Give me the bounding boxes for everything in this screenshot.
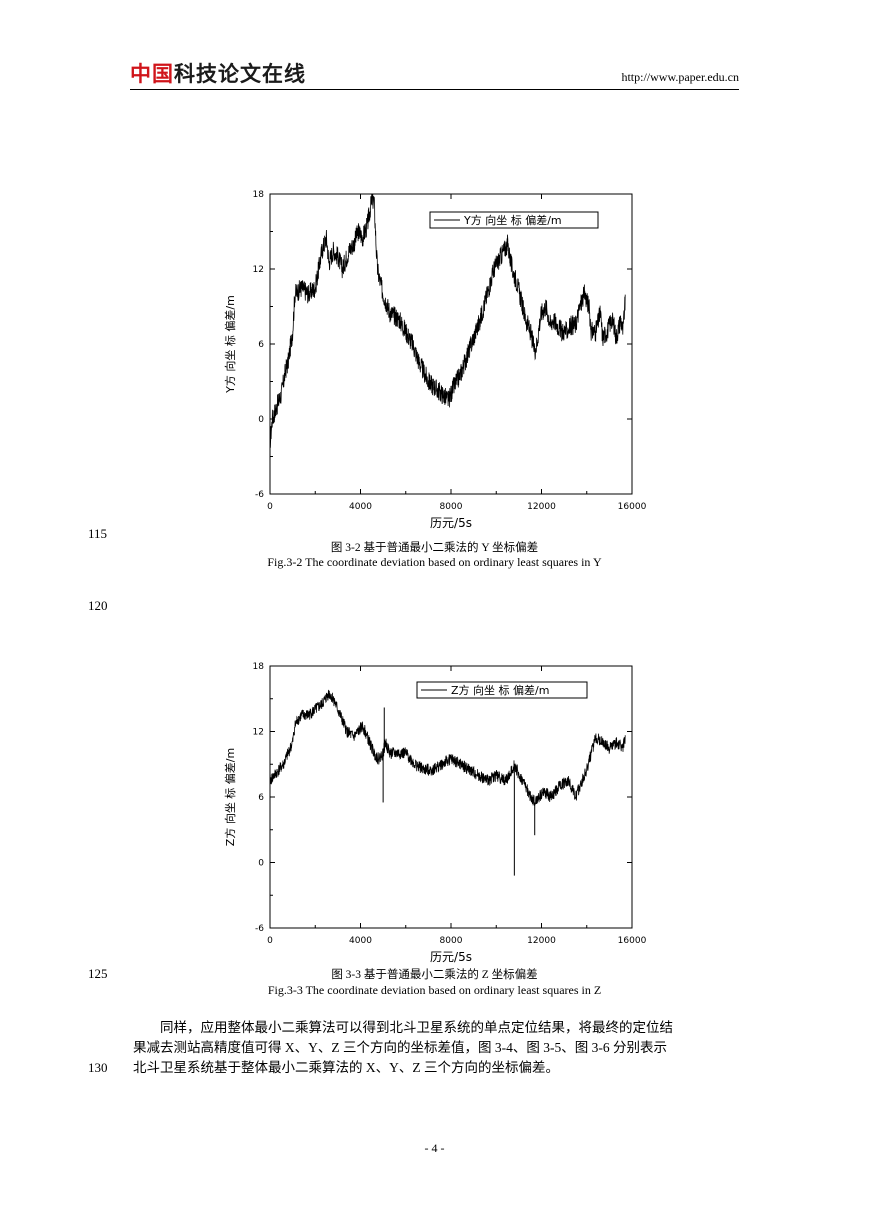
- figure-caption-cn: 图 3-3 基于普通最小二乘法的 Z 坐标偏差: [331, 969, 538, 981]
- logo-red-text: 中国: [130, 62, 174, 86]
- x-tick-label: 4000: [349, 936, 372, 946]
- y-axis-label: Y方 向坐 标 偏差/m: [223, 295, 237, 394]
- y-tick-label: 6: [258, 340, 264, 350]
- y-tick-label: 12: [253, 265, 264, 275]
- legend-label: Z方 向坐 标 偏差/m: [451, 683, 549, 697]
- series-line: [269, 193, 626, 448]
- x-axis-label: 历元/5s: [430, 516, 472, 530]
- x-tick-label: 16000: [618, 502, 647, 512]
- x-tick-label: 4000: [349, 502, 372, 512]
- logo-dark-text: 科技论文在线: [174, 62, 306, 86]
- y-tick-label: -6: [255, 924, 264, 934]
- y-tick-label: 0: [258, 415, 264, 425]
- paragraph-line: 同样，应用整体最小二乘算法可以得到北斗卫星系统的单点定位结果，将最终的定位结: [160, 1020, 673, 1035]
- site-logo: 中国科技论文在线: [130, 62, 306, 86]
- figure-caption-en: Fig.3-2 The coordinate deviation based o…: [267, 555, 602, 569]
- x-tick-label: 0: [267, 502, 273, 512]
- line-number: 130: [88, 1060, 108, 1075]
- line-number: 115: [88, 526, 108, 541]
- x-axis-label: 历元/5s: [430, 950, 472, 964]
- y-tick-label: 0: [258, 859, 264, 869]
- y-tick-label: -6: [255, 490, 264, 500]
- x-tick-label: 16000: [618, 936, 647, 946]
- x-tick-label: 8000: [440, 936, 463, 946]
- y-axis-label: Z方 向坐 标 偏差/m: [223, 748, 237, 846]
- y-tick-label: 18: [253, 662, 265, 672]
- x-tick-label: 12000: [527, 502, 556, 512]
- line-number: 125: [88, 966, 108, 981]
- body-paragraph: 同样，应用整体最小二乘算法可以得到北斗卫星系统的单点定位结果，将最终的定位结 果…: [133, 1018, 739, 1078]
- x-tick-label: 12000: [527, 936, 556, 946]
- x-tick-label: 8000: [440, 502, 463, 512]
- y-tick-label: 18: [253, 190, 265, 200]
- paragraph-line: 北斗卫星系统基于整体最小二乘算法的 X、Y、Z 三个方向的坐标偏差。: [133, 1060, 559, 1075]
- plot-frame: [269, 665, 633, 929]
- legend-label: Y方 向坐 标 偏差/m: [463, 213, 562, 227]
- series-line: [269, 689, 626, 806]
- paragraph-line: 果减去测站高精度值可得 X、Y、Z 三个方向的坐标差值，图 3-4、图 3-5、…: [133, 1040, 667, 1055]
- y-tick-label: 12: [253, 728, 264, 738]
- legend-box: [416, 681, 588, 699]
- page-number: - 4 -: [424, 1141, 445, 1155]
- figure-caption-cn: 图 3-2 基于普通最小二乘法的 Y 坐标偏差: [330, 542, 539, 554]
- x-tick-label: 0: [267, 936, 273, 946]
- page-header: 中国科技论文在线 http://www.paper.edu.cn: [130, 62, 739, 90]
- figure-caption-en: Fig.3-3 The coordinate deviation based o…: [267, 983, 602, 997]
- header-url[interactable]: http://www.paper.edu.cn: [621, 70, 739, 84]
- y-tick-label: 6: [258, 793, 264, 803]
- legend-box: [429, 211, 599, 229]
- line-number: 120: [88, 598, 108, 613]
